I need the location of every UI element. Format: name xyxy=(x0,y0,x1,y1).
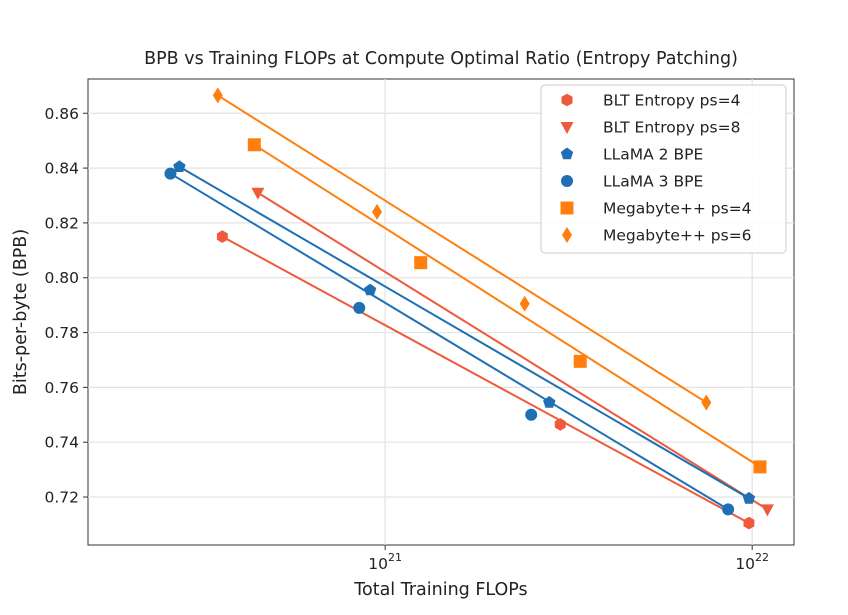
fit-line-series-1 xyxy=(257,191,768,511)
legend-marker xyxy=(560,147,574,160)
y-tick-label: 0.82 xyxy=(44,214,79,232)
data-point-series-0 xyxy=(216,230,228,243)
data-point-series-4 xyxy=(414,256,428,270)
legend-label: LLaMA 2 BPE xyxy=(603,146,703,164)
y-tick-label: 0.78 xyxy=(44,324,79,342)
fit-line-series-4 xyxy=(253,143,761,468)
data-point-series-3 xyxy=(353,301,366,314)
data-point-series-3 xyxy=(525,408,538,421)
data-point-series-2 xyxy=(742,491,756,504)
legend-frame xyxy=(540,84,787,254)
x-tick-exponent: 22 xyxy=(755,551,769,564)
data-point-series-0 xyxy=(743,516,755,530)
data-point-series-2 xyxy=(173,160,186,172)
data-point-series-4 xyxy=(247,138,261,152)
fit-line-series-5 xyxy=(217,94,707,404)
data-point-series-4 xyxy=(753,460,767,474)
y-axis-label: Bits-per-byte (BPB) xyxy=(11,229,31,395)
y-tick-label: 0.72 xyxy=(44,489,79,507)
y-tick-label: 0.76 xyxy=(44,379,79,397)
legend-label: Megabyte++ ps=6 xyxy=(603,227,752,245)
data-point-series-1 xyxy=(760,504,774,517)
data-point-series-5 xyxy=(212,87,223,104)
y-axis-ticks: 0.72 0.74 0.76 0.78 0.80 0.82 0.84 0.86 xyxy=(44,105,88,507)
y-tick-label: 0.84 xyxy=(44,160,79,178)
data-point-series-5 xyxy=(701,394,712,411)
legend-label: LLaMA 3 BPE xyxy=(603,173,703,191)
legend-label: BLT Entropy ps=8 xyxy=(603,119,740,137)
fit-lines xyxy=(169,94,768,524)
legend-marker xyxy=(561,175,573,187)
legend-label: Megabyte++ ps=4 xyxy=(603,200,752,218)
data-point-series-1 xyxy=(251,187,265,200)
data-point-series-5 xyxy=(519,295,530,312)
chart-title: BPB vs Training FLOPs at Compute Optimal… xyxy=(144,49,738,69)
y-tick-label: 0.80 xyxy=(44,269,79,287)
x-tick-label: 1022 xyxy=(735,551,769,573)
fit-line-series-2 xyxy=(178,165,750,500)
x-tick-base: 10 xyxy=(368,555,388,573)
y-tick-label: 0.86 xyxy=(44,105,79,123)
x-tick-base: 10 xyxy=(735,555,755,573)
x-axis-label: Total Training FLOPs xyxy=(353,580,527,600)
legend-marker xyxy=(562,227,572,243)
data-point-series-4 xyxy=(573,354,587,368)
legend: BLT Entropy ps=4 BLT Entropy ps=8 LLaMA 2 … xyxy=(540,84,787,254)
data-point-series-2 xyxy=(543,396,556,408)
x-axis-ticks: 1021 1022 xyxy=(368,545,769,573)
fit-line-series-0 xyxy=(221,235,750,524)
legend-marker xyxy=(560,122,574,134)
x-tick-exponent: 21 xyxy=(388,551,402,564)
data-point-series-3 xyxy=(164,167,177,180)
data-point-series-2 xyxy=(363,283,377,296)
y-tick-label: 0.74 xyxy=(44,434,79,452)
legend-label: BLT Entropy ps=4 xyxy=(603,92,740,110)
legend-marker xyxy=(560,201,574,215)
legend-marker xyxy=(561,93,573,107)
data-point-series-5 xyxy=(372,203,382,220)
data-markers xyxy=(164,87,774,530)
x-tick-label: 1021 xyxy=(368,551,402,573)
data-point-series-3 xyxy=(722,503,735,516)
fit-line-series-3 xyxy=(169,172,729,511)
data-point-series-0 xyxy=(554,418,566,431)
